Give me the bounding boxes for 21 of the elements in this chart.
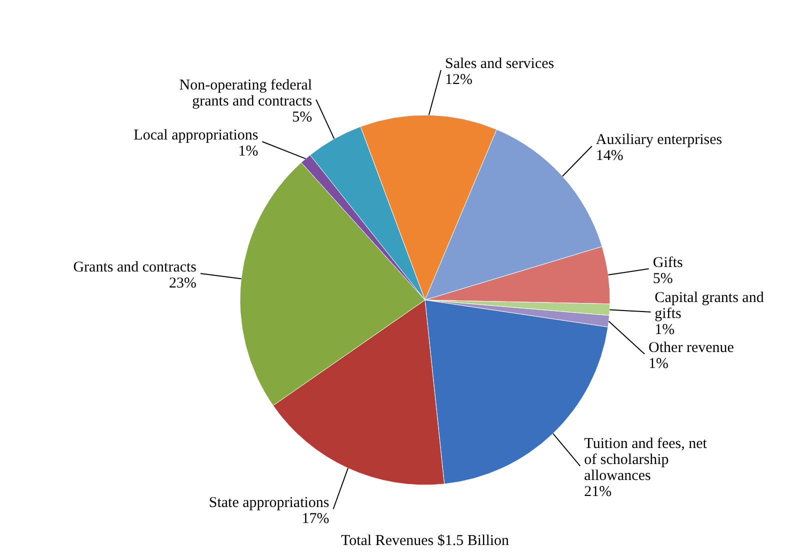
data-label: 5% [292, 110, 312, 126]
data-label: 21% [584, 484, 612, 500]
slice-label: Capital grants and gifts [654, 290, 764, 322]
data-label: 1% [654, 322, 675, 338]
slice-label: Tuition and fees, net of scholarship allowances [584, 436, 708, 484]
slice-label: Other revenue [648, 340, 734, 356]
data-label: 1% [238, 144, 258, 160]
data-label: 14% [596, 148, 624, 164]
text: Total Revenues $1.5 Billion [340, 533, 510, 549]
slice-label: Gifts [652, 254, 684, 271]
slice-label: Auxiliary enterprises [596, 132, 722, 148]
data-label: 23% [169, 276, 197, 292]
data-label: 17% [302, 511, 330, 528]
data-label: 5% [652, 270, 673, 287]
slice-label: State appropriations [208, 495, 330, 512]
slice-label: Non-operating federal grants and contracts [179, 78, 312, 110]
slice-label: Grants and contracts [73, 260, 197, 276]
data-label: 1% [648, 356, 669, 372]
data-label: 12% [445, 72, 472, 88]
slice-label: Local appropriations [134, 128, 258, 144]
slice-label: Sales and services [445, 56, 554, 72]
